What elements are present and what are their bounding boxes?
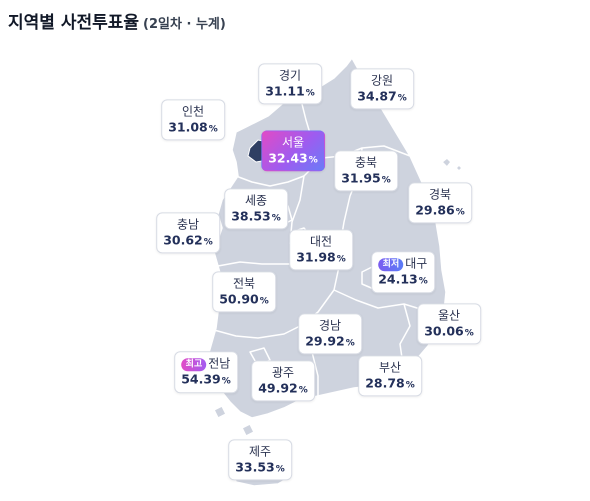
region-label-ulsan[interactable]: 울산 30.06% [417,303,481,345]
title-text: 지역별 사전투표율 [8,13,140,33]
region-name: 광주 [271,365,295,380]
region-name: 경북 [428,187,452,202]
region-value: 29.86% [415,202,465,218]
region-value: 31.95% [341,170,391,186]
region-name: 전북 [232,276,256,291]
border-gyeonggi-south [235,157,323,187]
region-name: 충북 [354,155,378,170]
region-value: 49.92% [258,380,308,396]
region-label-jeju[interactable]: 제주 33.53% [228,439,292,481]
border-gyeongbuk-gyeongnam [333,289,431,313]
region-value: 34.87% [357,88,407,104]
region-name: 경기 [278,68,302,83]
region-label-seoul[interactable]: 서울 32.43% [261,130,325,172]
region-label-chungnam[interactable]: 충남 30.62% [156,212,220,254]
region-name: 서울 [281,135,305,150]
ulleung-island [441,157,452,168]
region-label-gwangju[interactable]: 광주 49.92% [251,360,315,402]
region-name: 최고 전남 [181,356,231,372]
region-label-daejeon[interactable]: 대전 31.98% [289,229,353,271]
region-label-jeonnam[interactable]: 최고 전남 54.39% [174,351,238,393]
region-label-daegu[interactable]: 최저 대구 24.13% [371,251,435,293]
region-name: 제주 [248,444,272,459]
region-name: 충남 [176,217,200,232]
subtitle-text: (2일차 · 누계) [143,17,226,32]
region-name: 울산 [437,308,461,323]
region-label-gyeonggi[interactable]: 경기 31.11% [258,63,322,105]
region-value: 24.13% [378,271,428,287]
region-value: 30.62% [163,232,213,248]
region-value: 54.39% [181,371,231,387]
border-jeonbuk-jeonnam [213,325,301,339]
region-value: 28.78% [365,375,415,391]
dokdo-island [455,164,463,172]
region-label-jeonbuk[interactable]: 전북 50.90% [212,271,276,313]
region-value: 29.92% [305,333,355,349]
region-value: 30.06% [424,323,474,339]
region-value: 31.98% [296,249,346,265]
region-label-gyeongnam[interactable]: 경남 29.92% [298,313,362,355]
region-name: 인천 [181,104,205,119]
highest-badge: 최고 [181,358,207,372]
region-label-sejong[interactable]: 세종 38.53% [224,188,288,230]
region-value: 33.53% [235,459,285,475]
region-value: 38.53% [231,208,281,224]
region-value: 31.11% [265,83,315,99]
region-value: 32.43% [268,150,318,166]
region-label-incheon[interactable]: 인천 31.08% [161,99,225,141]
region-name: 부산 [378,360,402,375]
region-value: 31.08% [168,119,218,135]
region-name: 최저 대구 [378,256,428,272]
region-label-gangwon[interactable]: 강원 34.87% [350,68,414,110]
region-name: 경남 [318,318,342,333]
lowest-badge: 최저 [378,258,404,272]
region-value: 50.90% [219,291,269,307]
region-name: 강원 [370,73,394,88]
region-label-chungbuk[interactable]: 충북 31.95% [334,150,398,192]
page-title: 지역별 사전투표율 (2일차 · 누계) [8,8,226,33]
region-name: 대전 [309,234,333,249]
region-name: 세종 [244,193,268,208]
region-label-gyeongbuk[interactable]: 경북 29.86% [408,182,472,224]
region-label-busan[interactable]: 부산 28.78% [358,355,422,397]
